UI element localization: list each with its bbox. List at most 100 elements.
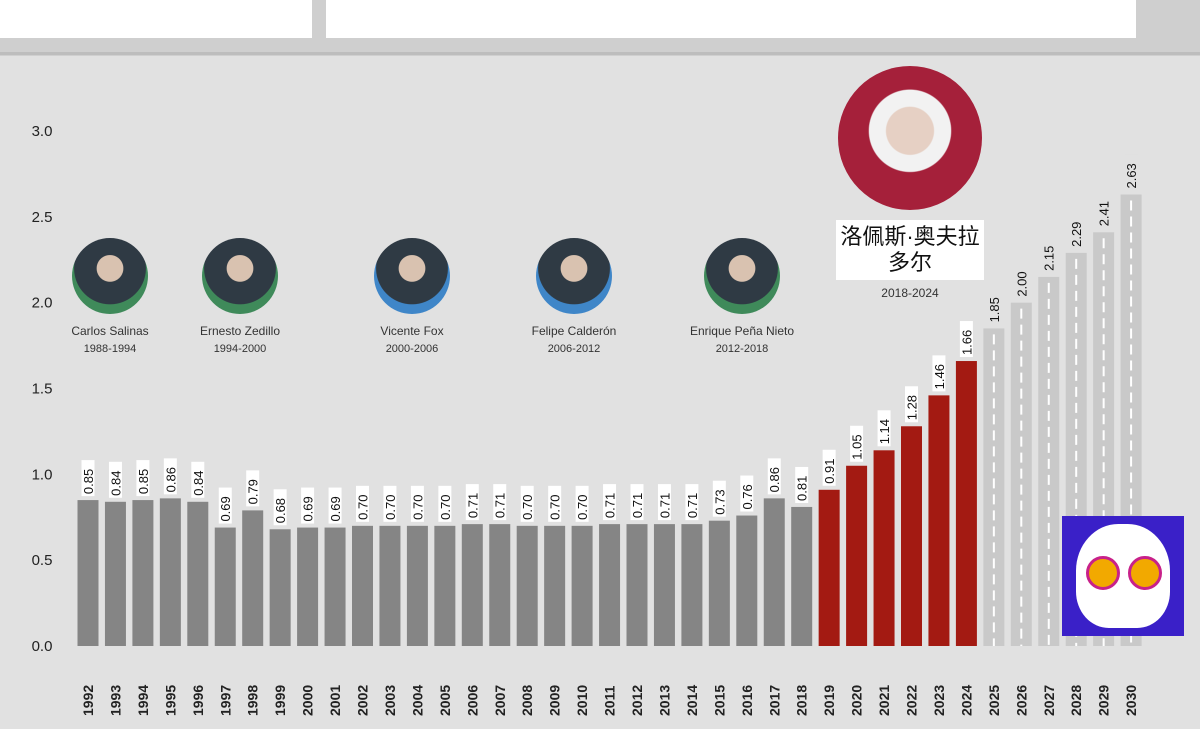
data-label: 0.70 [410,495,425,520]
data-label-bg [81,460,95,497]
bar-2016 [736,515,758,646]
data-label: 0.70 [438,495,453,520]
bar-2000 [297,527,319,646]
x-tick-label: 2026 [1013,685,1029,716]
portrait [838,66,982,210]
president-name: Carlos Salinas [71,324,149,338]
y-tick-label: 2.5 [32,209,53,226]
bar-1993 [104,501,126,646]
data-label-bg [1069,212,1083,249]
divider [0,52,1200,55]
bar-1996 [187,501,209,646]
x-tick-label: 2012 [629,685,645,716]
bar-2012 [626,524,648,646]
data-label: 0.69 [301,496,316,521]
data-label: 0.86 [163,467,178,492]
bar-1992 [77,500,99,646]
data-label: 1.05 [850,434,865,459]
bar-2009 [544,525,566,646]
bar-2010 [571,525,593,646]
data-label: 1.14 [877,419,892,444]
top-panel-right [326,0,1136,38]
bar-2005 [434,525,456,646]
bar-1995 [159,498,181,646]
data-label: 0.71 [657,493,672,518]
bar-2023 [928,395,950,646]
data-label-bg [905,386,918,423]
data-label: 0.71 [493,493,508,518]
data-label-bg [410,485,424,522]
data-label-bg [1014,262,1028,299]
x-tick-label: 1999 [272,685,288,716]
president-name: Enrique Peña Nieto [689,324,795,338]
bar-2022 [901,426,922,646]
x-tick-label: 2028 [1068,685,1084,716]
data-label: 0.85 [136,469,151,494]
data-label-bg [356,485,369,522]
president-term: 1988-1994 [83,343,137,355]
x-tick-label: 2002 [355,685,371,716]
x-tick-label: 2005 [437,685,453,716]
x-tick-label: 2008 [519,685,535,716]
data-label-bg [712,480,726,517]
x-tick-label: 2021 [876,685,892,716]
data-label-bg [493,484,507,521]
bar-2008 [516,525,538,646]
x-tick-label: 1997 [217,685,233,716]
data-label-bg [1097,192,1111,229]
data-label-bg [136,460,150,497]
data-label-bg [959,321,973,358]
bar-2020 [846,465,868,646]
data-label-bg [1042,236,1056,273]
bar-1998 [242,510,264,646]
president-term: 2018-2024 [881,286,939,300]
x-tick-label: 2004 [409,685,425,716]
x-tick-label: 1996 [190,685,206,716]
x-tick-label: 2018 [794,685,810,716]
x-tick-label: 1992 [80,685,96,716]
president-term: 1994-2000 [213,343,267,355]
x-tick-label: 2003 [382,685,398,716]
president-name: 洛佩斯·奥夫拉多尔 [836,220,984,280]
portrait [704,238,780,314]
bar-2018 [791,506,813,646]
data-label: 0.70 [356,495,371,520]
x-tick-label: 2015 [711,685,727,716]
x-tick-label: 2001 [327,685,343,716]
data-label: 1.66 [959,330,974,355]
y-tick-label: 0.5 [32,552,53,569]
x-tick-label: 2029 [1096,685,1112,716]
x-tick-label: 2009 [547,685,563,716]
portrait [374,238,450,314]
x-tick-label: 2010 [574,685,590,716]
top-panel-left [0,0,312,38]
data-label: 0.73 [712,489,727,514]
x-tick-label: 2016 [739,685,755,716]
president-salinas: Carlos Salinas 1988-1994 [40,238,180,355]
x-tick-label: 2022 [904,685,920,716]
data-label: 0.70 [575,495,590,520]
x-tick-label: 2020 [849,685,865,716]
data-label: 0.85 [81,469,96,494]
y-tick-label: 0.0 [32,638,53,655]
y-tick-label: 1.5 [32,381,53,398]
data-label: 2.29 [1069,222,1084,247]
x-tick-label: 2025 [986,685,1002,716]
data-label: 1.46 [932,364,947,389]
bar-2003 [379,525,401,646]
data-label-bg [438,485,452,522]
y-tick-label: 3.0 [32,123,53,140]
data-label-bg [822,449,836,486]
data-label-bg [191,461,205,498]
data-label-bg [273,489,287,526]
data-label-bg [932,355,946,392]
data-label-bg [163,458,177,495]
bar-2006 [461,524,483,646]
x-tick-label: 2011 [602,685,618,716]
data-label-bg [740,475,754,512]
y-tick-label: 2.0 [32,295,53,312]
data-label-bg [877,410,891,447]
data-label-bg [575,485,589,522]
data-label-bg [767,458,781,495]
